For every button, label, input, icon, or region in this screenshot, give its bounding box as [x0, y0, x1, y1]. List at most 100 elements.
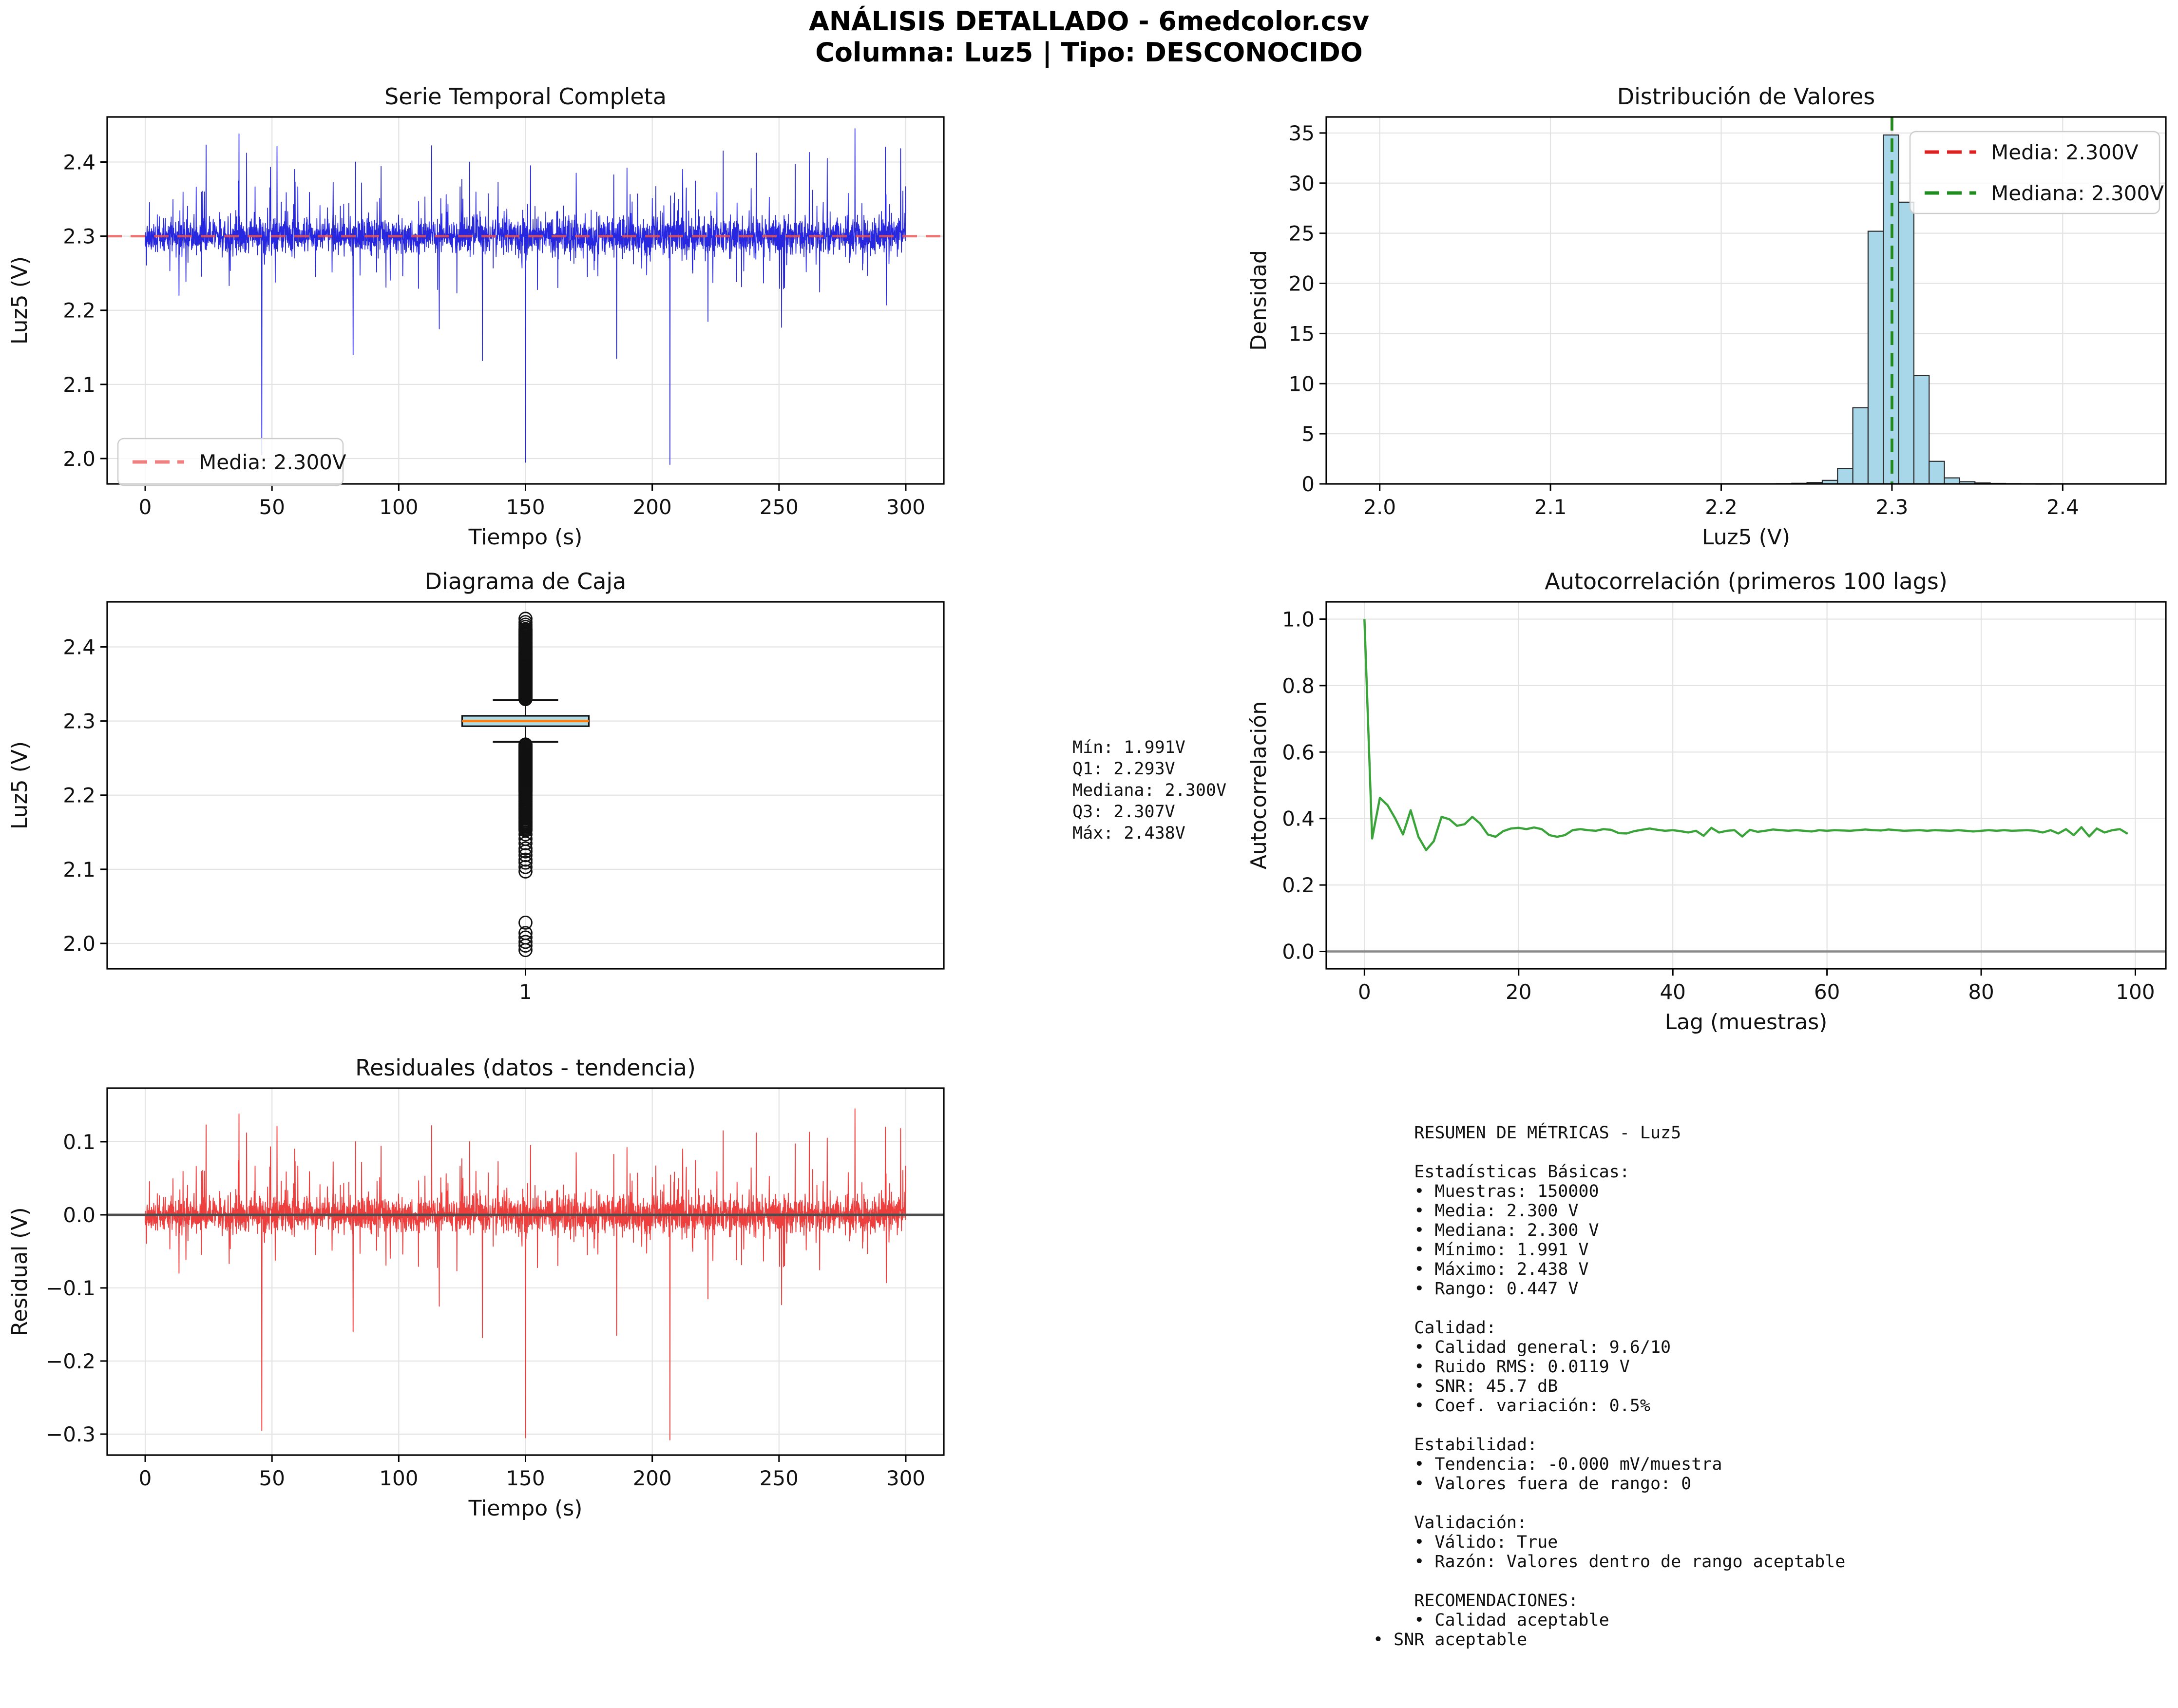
suptitle-line1: ANÁLISIS DETALLADO - 6medcolor.csv [808, 6, 1370, 37]
tick-label-y: 25 [1289, 222, 1315, 246]
tick-label-y: 2.3 [63, 710, 96, 733]
legend-label: Mediana: 2.300V [1991, 181, 2164, 205]
tick-label-y: 0.2 [1282, 873, 1315, 897]
chart-residuales: 0 50 100 150 200 250 300 −0.3 −0.2 −0.1 0.0 0.1 Resi… [7, 1055, 945, 1521]
tick-label-x: 2.0 [1363, 495, 1396, 519]
tick-label-x: 40 [1660, 980, 1685, 1004]
tick-label-y: 2.2 [63, 784, 96, 807]
axis-label-y: Luz5 (V) [7, 741, 32, 829]
axes-spines [1325, 116, 2167, 485]
axis-label-y: Luz5 (V) [7, 256, 32, 345]
tick-label-y: −0.3 [46, 1422, 96, 1446]
legend-label: Media: 2.300V [199, 450, 346, 474]
outlier-point [518, 864, 533, 879]
tick-label-y: 2.3 [63, 225, 96, 249]
tick-label-y: −0.1 [46, 1276, 96, 1300]
boxplot-stats-text: Mín: 1.991V Q1: 2.293V Mediana: 2.300V Q… [1072, 738, 1227, 843]
axis-label-x: Tiempo (s) [468, 525, 583, 550]
tick-label-x: 2.3 [1876, 495, 1909, 519]
chart-title: Autocorrelación (primeros 100 lags) [1545, 568, 1948, 595]
tick-label-x: 0 [139, 495, 152, 519]
chart-title: Distribución de Valores [1617, 83, 1875, 110]
tick-label-y: 0.1 [63, 1130, 96, 1154]
outlier-point [518, 612, 533, 626]
tick-label-y: 15 [1289, 322, 1315, 345]
tick-label-y: 0.6 [1282, 740, 1315, 764]
tick-label-y: 5 [1301, 422, 1315, 446]
chart-title: Diagrama de Caja [425, 568, 627, 595]
tick-label-x: 0 [139, 1466, 152, 1490]
chart-title: Residuales (datos - tendencia) [355, 1055, 696, 1081]
tick-label-x: 0 [1358, 980, 1371, 1004]
tick-label-x: 50 [259, 1466, 285, 1490]
tick-label-x: 100 [2116, 980, 2155, 1004]
hist-bar [1852, 407, 1869, 485]
axis-label-x: Luz5 (V) [1702, 525, 1790, 550]
chart-distribucion: 2.0 2.1 2.2 2.3 2.4 0 5 10 15 20 25 30 35 Distribució… [1246, 83, 2167, 550]
tick-label-y: 0 [1301, 472, 1315, 496]
axis-label-y: Autocorrelación [1246, 701, 1271, 869]
acf-line [1363, 619, 2128, 851]
tick-label-y: 2.0 [63, 932, 96, 956]
tick-label-x: 2.2 [1705, 495, 1738, 519]
legend-frame [117, 438, 344, 486]
outlier-point [518, 935, 533, 949]
chart-autocorrelacion: 0 20 40 60 80 100 0.0 0.2 0.4 0.6 0.8 1.0 Autocorrel… [1246, 568, 2167, 1035]
tick-label-y: 2.4 [63, 150, 96, 174]
outlier-point [518, 844, 533, 859]
axes-spines [1325, 601, 2167, 970]
tick-label-y: 0.8 [1282, 674, 1315, 698]
tick-label-y: 2.2 [63, 299, 96, 323]
outlier-point [518, 848, 533, 863]
suptitle-line2: Columna: Luz5 | Tipo: DESCONOCIDO [815, 37, 1363, 68]
outlier-point [518, 737, 533, 752]
tick-label-y: 10 [1289, 372, 1315, 396]
residual-line [145, 1108, 906, 1440]
tick-label-x: 2.4 [2046, 495, 2079, 519]
tick-label-y: 2.1 [63, 858, 96, 882]
tick-label-y: 0.0 [1282, 940, 1315, 964]
tick-label-x: 100 [379, 1466, 418, 1490]
outlier-point [518, 786, 533, 800]
tick-label-x: 1 [519, 980, 532, 1004]
outlier-point [518, 939, 533, 953]
tick-label-x: 60 [1814, 980, 1840, 1004]
outlier-point [518, 615, 533, 629]
timeseries-line [145, 128, 906, 465]
figure-suptitle: ANÁLISIS DETALLADO - 6medcolor.csv Colum… [0, 6, 2178, 68]
tick-label-x: 2.1 [1534, 495, 1567, 519]
hist-bar [1944, 477, 1961, 485]
outlier-point [518, 860, 533, 874]
tick-label-y: 20 [1289, 272, 1315, 296]
tick-label-y: −0.2 [46, 1349, 96, 1373]
axis-label-x: Tiempo (s) [468, 1496, 583, 1521]
hist-bar [1837, 468, 1853, 485]
axis-label-x: Lag (muestras) [1665, 1010, 1828, 1035]
tick-label-x: 100 [379, 495, 418, 519]
tick-label-x: 20 [1506, 980, 1531, 1004]
tick-label-y: 35 [1289, 121, 1315, 145]
tick-label-x: 300 [886, 495, 925, 519]
hist-bar [1913, 375, 1930, 485]
legend-label: Media: 2.300V [1991, 140, 2139, 164]
tick-label-y: 2.4 [63, 635, 96, 659]
tick-label-y: 2.0 [63, 447, 96, 471]
tick-label-x: 80 [1968, 980, 1994, 1004]
outlier-point [518, 943, 533, 958]
tick-label-y: 30 [1289, 172, 1315, 195]
axis-label-y: Residual (V) [7, 1207, 32, 1336]
axis-label-y: Densidad [1246, 250, 1271, 351]
tick-label-x: 200 [633, 495, 672, 519]
tick-label-x: 200 [633, 1466, 672, 1490]
tick-label-y: 0.0 [63, 1203, 96, 1227]
chart-serie-temporal: 0 50 100 150 200 250 300 2.0 2.1 2.2 2.3 2.4 Serie T… [7, 83, 945, 550]
hist-bar [1898, 201, 1915, 485]
hist-bar [1867, 230, 1884, 485]
tick-label-x: 300 [886, 1466, 925, 1490]
tick-label-x: 250 [760, 1466, 799, 1490]
tick-label-x: 250 [760, 495, 799, 519]
tick-label-x: 50 [259, 495, 285, 519]
chart-title: Serie Temporal Completa [384, 83, 667, 110]
